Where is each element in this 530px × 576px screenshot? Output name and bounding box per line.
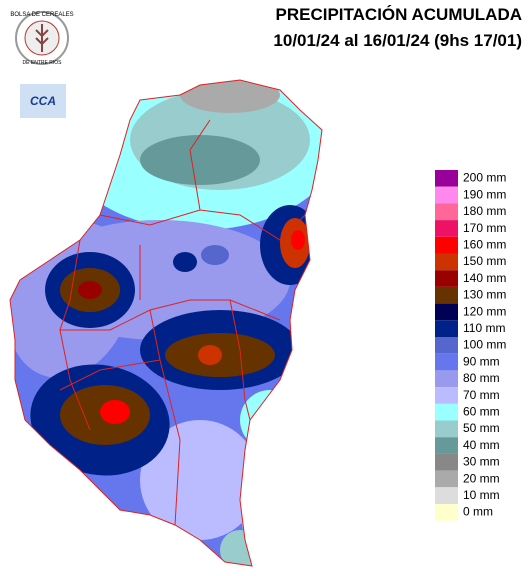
rain-area xyxy=(140,420,260,540)
legend-swatch xyxy=(435,337,458,354)
legend-label: 160 mm xyxy=(463,237,506,251)
rain-area xyxy=(173,252,197,272)
legend-label: 50 mm xyxy=(463,421,500,435)
legend-swatch xyxy=(435,320,458,337)
legend-swatch xyxy=(435,403,458,421)
rain-area xyxy=(240,420,320,566)
legend-swatch xyxy=(435,286,458,304)
legend-swatch xyxy=(435,203,458,221)
legend-label: 170 mm xyxy=(463,221,506,235)
logo-text: DE ENTRE RIOS xyxy=(23,60,63,66)
legend-label: 100 mm xyxy=(463,338,506,352)
legend-swatch xyxy=(435,370,458,388)
legend-label: 80 mm xyxy=(463,371,500,385)
bolsa-logo: BOLSA DE CEREALES DE ENTRE RIOS xyxy=(10,11,74,66)
legend-label: 0 mm xyxy=(463,505,493,519)
legend-label: 20 mm xyxy=(463,471,500,485)
legend-label: 150 mm xyxy=(463,254,506,268)
legend: 200 mm 190 mm 180 mm 170 mm 160 mm 150 mm 140 … xyxy=(435,170,506,521)
legend-label: 70 mm xyxy=(463,388,500,402)
legend-label: 10 mm xyxy=(463,488,500,502)
legend-label: 130 mm xyxy=(463,288,506,302)
legend-label: 40 mm xyxy=(463,438,500,452)
map-subtitle: 10/01/24 al 16/01/24 (9hs 17/01) xyxy=(273,31,522,50)
legend-label: 200 mm xyxy=(463,171,506,185)
legend-label: 190 mm xyxy=(463,187,506,201)
legend-swatch xyxy=(435,353,458,371)
legend-swatch xyxy=(435,186,458,204)
legend-label: 90 mm xyxy=(463,354,500,368)
logo-text: CCA xyxy=(30,94,56,108)
legend-swatch xyxy=(435,236,458,254)
legend-swatch xyxy=(435,270,458,287)
legend-label: 60 mm xyxy=(463,404,500,418)
logo-text: BOLSA DE CEREALES xyxy=(10,12,73,18)
rain-area xyxy=(180,80,280,113)
legend-swatch xyxy=(435,487,458,504)
legend-label: 180 mm xyxy=(463,204,506,218)
legend-label: 120 mm xyxy=(463,304,506,318)
legend-label: 140 mm xyxy=(463,271,506,285)
rain-area xyxy=(78,281,102,299)
legend-swatch xyxy=(435,253,458,271)
rain-area xyxy=(240,390,300,450)
rain-area xyxy=(198,345,222,365)
legend-swatch xyxy=(435,437,458,454)
legend-swatch xyxy=(435,220,458,237)
cca-logo: CCA xyxy=(20,84,66,118)
legend-label: 110 mm xyxy=(463,321,505,335)
legend-swatch xyxy=(435,420,458,438)
legend-swatch xyxy=(435,170,458,187)
legend-swatch xyxy=(435,504,458,521)
legend-swatch xyxy=(435,303,458,321)
legend-swatch xyxy=(435,387,458,404)
map-title: PRECIPITACIÓN ACUMULADA xyxy=(276,5,523,24)
rain-area xyxy=(291,230,305,250)
rain-area xyxy=(201,245,229,265)
legend-swatch xyxy=(435,470,458,488)
rain-area xyxy=(140,135,260,185)
legend-label: 30 mm xyxy=(463,455,500,469)
legend-swatch xyxy=(435,453,458,471)
rain-area xyxy=(100,400,130,424)
